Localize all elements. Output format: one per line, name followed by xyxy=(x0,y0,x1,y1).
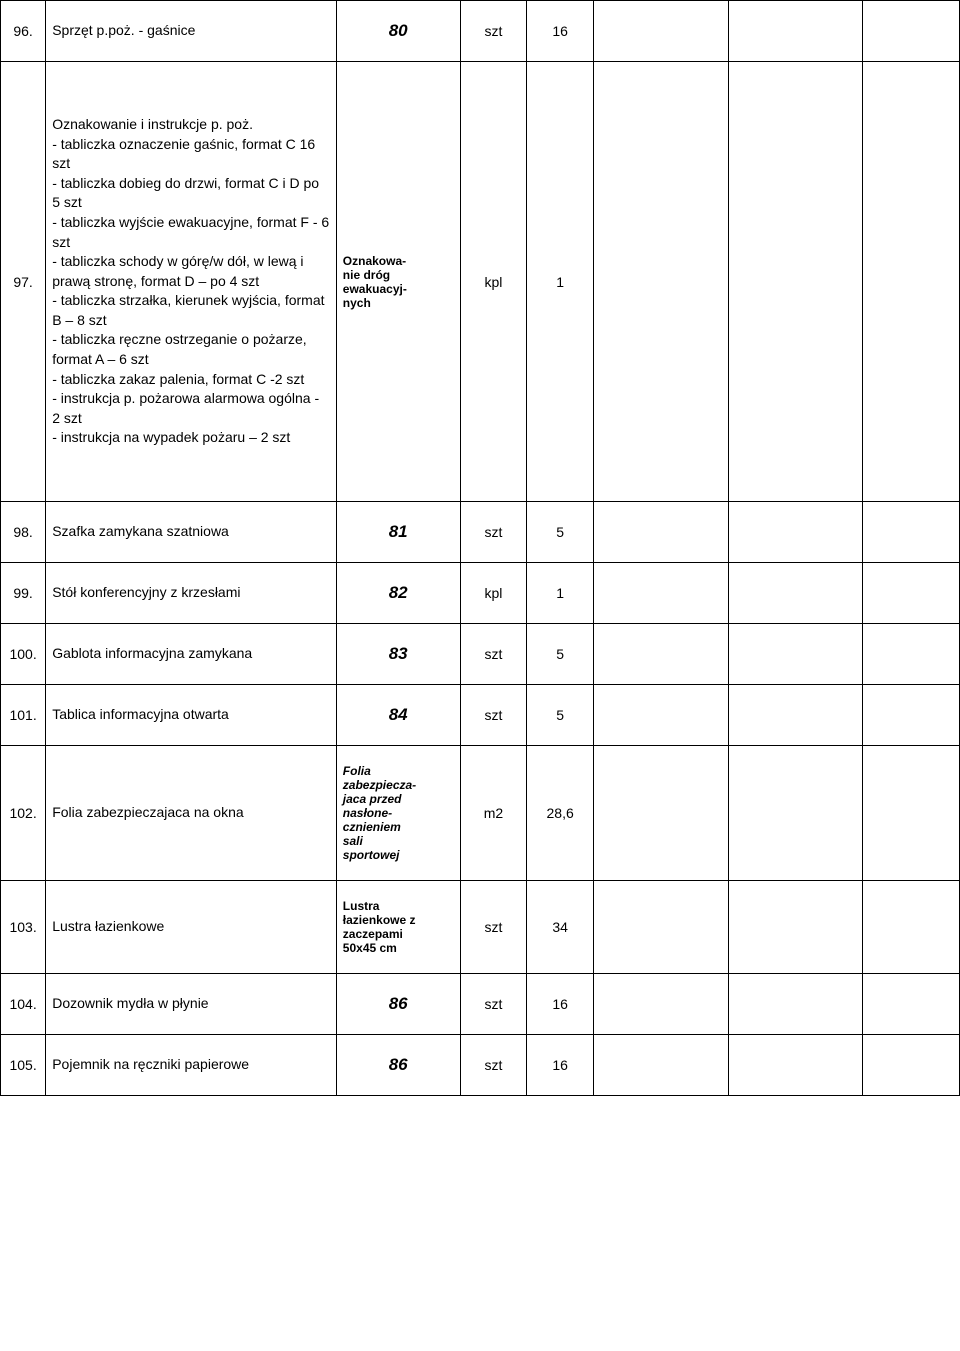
row-quantity: 1 xyxy=(527,563,594,624)
empty-cell xyxy=(863,974,960,1035)
empty-cell xyxy=(594,563,729,624)
table-row: 96.Sprzęt p.poż. - gaśnice80szt16 xyxy=(1,1,960,62)
table-row: 104.Dozownik mydła w płynie86szt16 xyxy=(1,974,960,1035)
empty-cell xyxy=(594,1,729,62)
empty-cell xyxy=(728,746,863,881)
row-number: 101. xyxy=(1,685,46,746)
empty-cell xyxy=(728,881,863,974)
empty-cell xyxy=(863,685,960,746)
table-row: 103.Lustra łazienkoweLustra łazienkowe z… xyxy=(1,881,960,974)
empty-cell xyxy=(863,881,960,974)
row-quantity: 16 xyxy=(527,1,594,62)
empty-cell xyxy=(594,974,729,1035)
row-description: Pojemnik na ręczniki papierowe xyxy=(46,1035,337,1096)
empty-cell xyxy=(728,62,863,502)
row-code: 81 xyxy=(336,502,460,563)
empty-cell xyxy=(863,62,960,502)
row-description: Szafka zamykana szatniowa xyxy=(46,502,337,563)
empty-cell xyxy=(863,502,960,563)
empty-cell xyxy=(728,502,863,563)
row-unit: szt xyxy=(460,502,527,563)
empty-cell xyxy=(863,624,960,685)
table-row: 97.Oznakowanie i instrukcje p. poż. - ta… xyxy=(1,62,960,502)
row-quantity: 34 xyxy=(527,881,594,974)
empty-cell xyxy=(728,563,863,624)
row-description: Oznakowanie i instrukcje p. poż. - tabli… xyxy=(46,62,337,502)
row-quantity: 5 xyxy=(527,624,594,685)
empty-cell xyxy=(728,1,863,62)
empty-cell xyxy=(594,746,729,881)
row-unit: szt xyxy=(460,685,527,746)
empty-cell xyxy=(863,1035,960,1096)
empty-cell xyxy=(863,1,960,62)
row-number: 98. xyxy=(1,502,46,563)
row-code: 82 xyxy=(336,563,460,624)
row-description: Sprzęt p.poż. - gaśnice xyxy=(46,1,337,62)
row-description: Folia zabezpieczajaca na okna xyxy=(46,746,337,881)
row-description: Gablota informacyjna zamykana xyxy=(46,624,337,685)
row-code: 84 xyxy=(336,685,460,746)
row-description: Lustra łazienkowe xyxy=(46,881,337,974)
row-number: 100. xyxy=(1,624,46,685)
row-unit: kpl xyxy=(460,563,527,624)
row-description: Dozownik mydła w płynie xyxy=(46,974,337,1035)
empty-cell xyxy=(594,624,729,685)
row-number: 97. xyxy=(1,62,46,502)
row-code: Folia zabezpiecza- jaca przed nasłone- c… xyxy=(336,746,460,881)
row-code: 83 xyxy=(336,624,460,685)
empty-cell xyxy=(728,1035,863,1096)
row-number: 96. xyxy=(1,1,46,62)
table-row: 98.Szafka zamykana szatniowa81szt5 xyxy=(1,502,960,563)
empty-cell xyxy=(594,881,729,974)
row-quantity: 16 xyxy=(527,1035,594,1096)
row-quantity: 5 xyxy=(527,685,594,746)
row-unit: m2 xyxy=(460,746,527,881)
empty-cell xyxy=(863,563,960,624)
empty-cell xyxy=(594,1035,729,1096)
row-quantity: 16 xyxy=(527,974,594,1035)
row-number: 105. xyxy=(1,1035,46,1096)
table-row: 105.Pojemnik na ręczniki papierowe86szt1… xyxy=(1,1035,960,1096)
empty-cell xyxy=(594,685,729,746)
row-quantity: 28,6 xyxy=(527,746,594,881)
empty-cell xyxy=(863,746,960,881)
row-number: 104. xyxy=(1,974,46,1035)
row-unit: szt xyxy=(460,1,527,62)
empty-cell xyxy=(728,685,863,746)
row-quantity: 5 xyxy=(527,502,594,563)
empty-cell xyxy=(594,62,729,502)
table-row: 101.Tablica informacyjna otwarta84szt5 xyxy=(1,685,960,746)
row-number: 99. xyxy=(1,563,46,624)
row-unit: szt xyxy=(460,1035,527,1096)
empty-cell xyxy=(594,502,729,563)
row-code: 86 xyxy=(336,974,460,1035)
row-description: Stół konferencyjny z krzesłami xyxy=(46,563,337,624)
row-description: Tablica informacyjna otwarta xyxy=(46,685,337,746)
row-code: Lustra łazienkowe z zaczepami 50x45 cm xyxy=(336,881,460,974)
row-number: 102. xyxy=(1,746,46,881)
row-unit: szt xyxy=(460,881,527,974)
data-table: 96.Sprzęt p.poż. - gaśnice80szt1697.Ozna… xyxy=(0,0,960,1096)
row-unit: szt xyxy=(460,624,527,685)
table-row: 100.Gablota informacyjna zamykana83szt5 xyxy=(1,624,960,685)
empty-cell xyxy=(728,624,863,685)
table-row: 99.Stół konferencyjny z krzesłami82kpl1 xyxy=(1,563,960,624)
row-code: 80 xyxy=(336,1,460,62)
table-row: 102.Folia zabezpieczajaca na oknaFolia z… xyxy=(1,746,960,881)
row-code: 86 xyxy=(336,1035,460,1096)
empty-cell xyxy=(728,974,863,1035)
row-number: 103. xyxy=(1,881,46,974)
row-quantity: 1 xyxy=(527,62,594,502)
row-unit: szt xyxy=(460,974,527,1035)
row-unit: kpl xyxy=(460,62,527,502)
row-code: Oznakowa- nie dróg ewakuacyj- nych xyxy=(336,62,460,502)
